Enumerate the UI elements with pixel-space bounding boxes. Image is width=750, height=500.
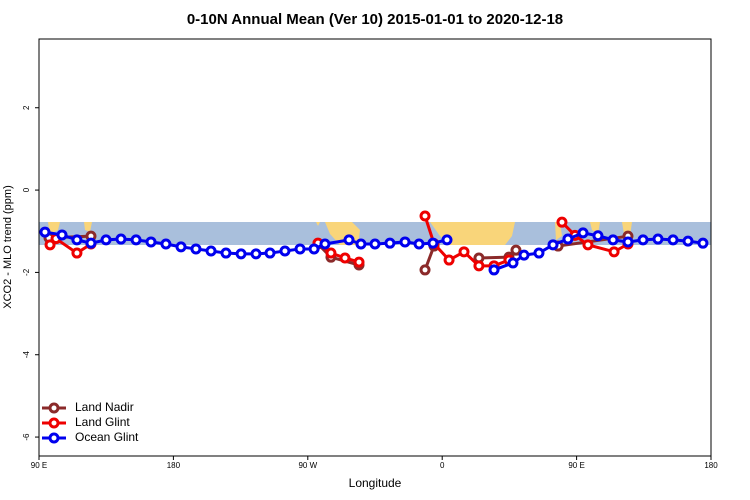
point: [518, 249, 530, 261]
point: [355, 238, 367, 250]
point: [319, 238, 331, 250]
point: [533, 247, 545, 259]
point: [85, 237, 97, 249]
point: [419, 264, 431, 276]
point: [235, 248, 247, 260]
y-axis-label: XCO2 - MLO trend (ppm): [2, 185, 14, 308]
point: [39, 226, 51, 238]
x-tick-label: 180: [704, 461, 718, 470]
x-tick-label: 90 W: [298, 461, 317, 470]
point: [145, 236, 157, 248]
point: [250, 248, 262, 260]
point: [71, 247, 83, 259]
y-tick-label: 0: [22, 187, 31, 192]
point: [473, 260, 485, 272]
point: [294, 243, 306, 255]
point: [175, 241, 187, 253]
point: [399, 236, 411, 248]
point: [488, 264, 500, 276]
legend-label: Land Nadir: [75, 400, 134, 414]
point: [427, 237, 439, 249]
point: [343, 234, 355, 246]
point: [458, 246, 470, 258]
point: [325, 247, 337, 259]
series-line: [48, 215, 629, 268]
x-tick-label: 90 E: [31, 461, 47, 470]
x-tick-label: 90 E: [568, 461, 584, 470]
y-tick-label: 2: [22, 105, 31, 110]
point: [384, 237, 396, 249]
point: [100, 234, 112, 246]
x-tick-label: 180: [167, 461, 181, 470]
point: [220, 247, 232, 259]
point: [682, 235, 694, 247]
point: [205, 245, 217, 257]
y-tick-label: -6: [22, 433, 31, 441]
point: [264, 247, 276, 259]
point: [71, 234, 83, 246]
point: [667, 234, 679, 246]
point: [443, 254, 455, 266]
point: [507, 257, 519, 269]
point: [56, 229, 68, 241]
point: [562, 233, 574, 245]
legend-marker: [48, 417, 60, 429]
point: [130, 234, 142, 246]
legend-marker: [48, 432, 60, 444]
point: [637, 234, 649, 246]
point: [413, 238, 425, 250]
point: [115, 233, 127, 245]
point: [160, 238, 172, 250]
point: [510, 244, 522, 256]
chart-title: 0-10N Annual Mean (Ver 10) 2015-01-01 to…: [187, 11, 563, 28]
x-tick-label: 0: [440, 461, 445, 470]
point: [44, 239, 56, 251]
point: [622, 236, 634, 248]
point: [652, 233, 664, 245]
point: [339, 252, 351, 264]
point: [592, 230, 604, 242]
point: [608, 246, 620, 258]
x-axis-label: Longitude: [349, 476, 402, 490]
point: [369, 238, 381, 250]
point: [582, 239, 594, 251]
point: [607, 234, 619, 246]
legend-marker: [48, 402, 60, 414]
point: [547, 239, 559, 251]
point: [419, 210, 431, 222]
point: [190, 243, 202, 255]
y-tick-label: -4: [22, 351, 31, 359]
point: [308, 243, 320, 255]
legend-label: Land Glint: [75, 415, 130, 429]
map-band: [39, 222, 711, 245]
point: [353, 256, 365, 268]
point: [577, 227, 589, 239]
point: [441, 234, 453, 246]
point: [556, 216, 568, 228]
y-tick-label: -2: [22, 268, 31, 276]
plot-frame: [38, 38, 712, 457]
point: [279, 245, 291, 257]
legend-label: Ocean Glint: [75, 430, 139, 444]
point: [697, 237, 709, 249]
